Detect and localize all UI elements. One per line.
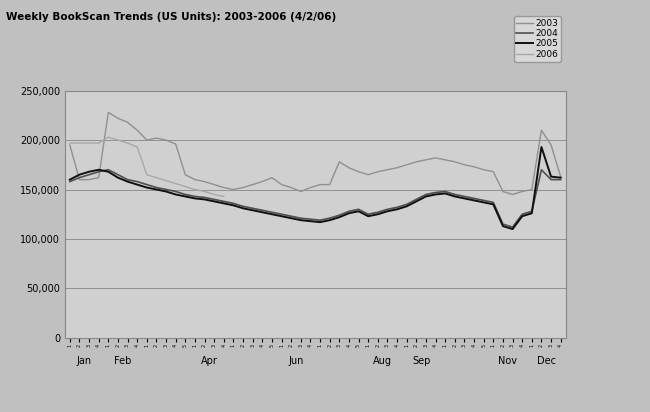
2003 [557,174,565,179]
2003 [335,159,343,164]
2004 [114,172,122,177]
2004 [105,167,112,172]
2003 [374,169,382,174]
2004 [335,213,343,218]
2004 [66,179,73,184]
2005 [384,209,391,214]
2003 [66,143,73,147]
2005 [364,214,372,219]
2004 [557,177,565,182]
Line: 2004: 2004 [70,170,561,227]
2004 [509,225,517,229]
2003 [393,165,401,170]
2003 [114,116,122,121]
2004 [249,206,257,211]
Line: 2006: 2006 [70,137,224,197]
2005 [509,227,517,232]
2003 [105,110,112,115]
Text: Weekly BookScan Trends (US Units): 2003-2006 (4/2/06): Weekly BookScan Trends (US Units): 2003-… [6,12,337,22]
2005 [297,218,305,222]
2005 [557,175,565,180]
2005 [326,218,333,222]
2003 [249,182,257,187]
2005 [239,206,247,211]
Legend: 2003, 2004, 2005, 2006: 2003, 2004, 2005, 2006 [514,16,561,61]
2005 [105,169,112,174]
Line: 2005: 2005 [70,147,561,229]
2004 [307,217,315,222]
2004 [393,205,401,210]
2003 [509,192,517,197]
Line: 2003: 2003 [70,112,561,194]
2003 [307,185,315,190]
2006 [66,140,73,145]
2005 [538,145,545,150]
2005 [66,177,73,182]
2006 [105,135,112,140]
2004 [374,210,382,215]
